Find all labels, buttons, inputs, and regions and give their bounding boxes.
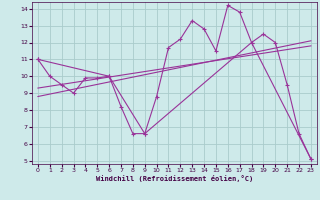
X-axis label: Windchill (Refroidissement éolien,°C): Windchill (Refroidissement éolien,°C)	[96, 175, 253, 182]
